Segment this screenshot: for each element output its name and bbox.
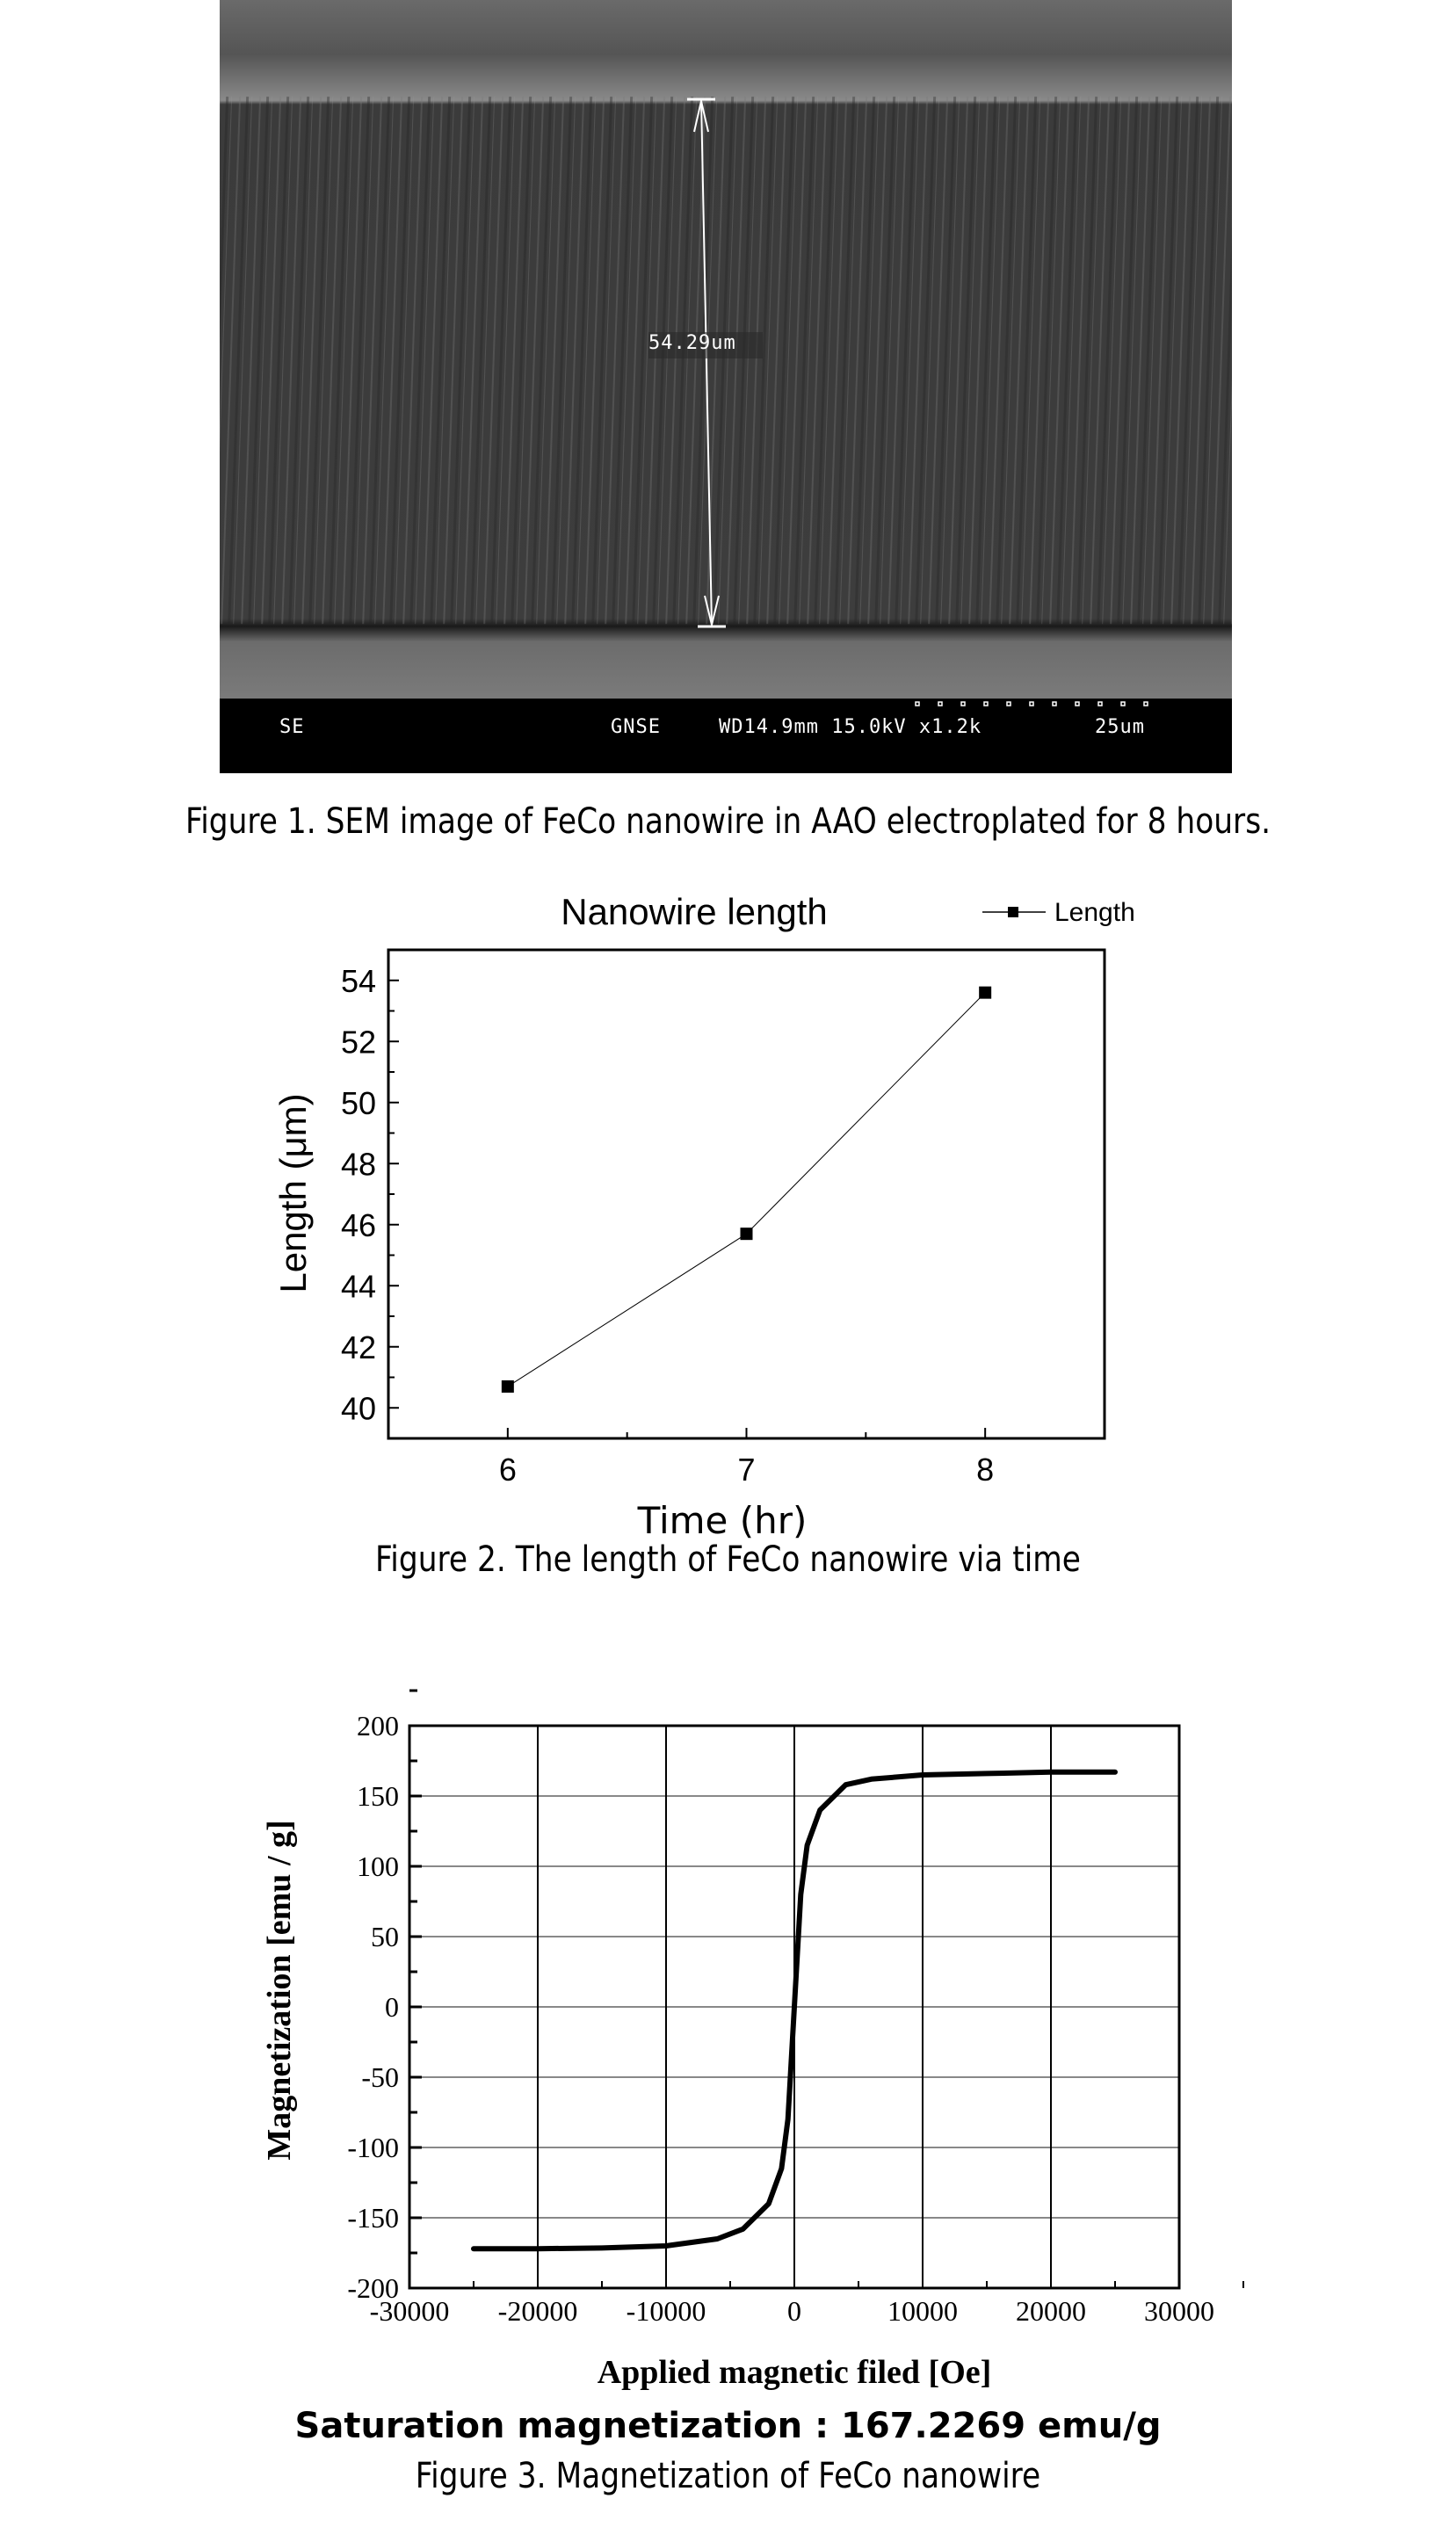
x-tick-label: -20000 [498,2295,578,2327]
x-tick-label: 20000 [1016,2295,1086,2327]
sem-scale-dots [915,701,1148,706]
figure2-caption: Figure 2. The length of FeCo nanowire vi… [375,1539,1081,1580]
y-tick-label: -50 [361,2061,399,2093]
y-tick-label: -150 [347,2202,399,2234]
x-axis-label: Applied magnetic filed [Oe] [598,2354,992,2391]
x-axis-label: Time (hr) [637,1499,808,1542]
x-tick-label: -30000 [370,2295,450,2327]
x-tick-label: 30000 [1144,2295,1214,2327]
y-tick-label: 200 [357,1710,399,1742]
y-tick-label: 44 [341,1268,376,1304]
data-marker [979,986,992,999]
legend-marker [1008,907,1018,917]
figure2-chart: Nanowire length 40 42 44 46 48 50 52 54 6 7 8 Length… [272,891,1135,1542]
saturation-annotation: Saturation magnetization : 167.2269 emu/… [294,2406,1162,2446]
sem-info-bar: SE GNSE WD14.9mm 15.0kV x1.2k 25um [220,699,1232,773]
chart-title: Nanowire length [561,891,828,932]
y-tick-label: 48 [341,1146,376,1182]
sem-measure-label: 54.29um [648,332,736,354]
sem-scale-label: 25um [1095,716,1145,738]
y-tick-label: 50 [341,1085,376,1121]
x-tick-label: 7 [737,1452,755,1488]
figure3-caption: Figure 3. Magnetization of FeCo nanowire [415,2456,1041,2496]
sem-image: 54.29um SE GNSE WD14.9mm 15.0kV x1.2k 25… [220,0,1232,773]
sem-params: WD14.9mm 15.0kV x1.2k [719,716,982,738]
x-tick-label: 10000 [887,2295,958,2327]
sem-institution: GNSE [611,716,661,738]
y-tick-label: 52 [341,1024,376,1060]
plot-frame [408,1724,1181,2290]
y-tick-label: 42 [341,1329,376,1365]
y-tick-label: -100 [347,2132,399,2163]
sem-texture [220,0,1232,773]
y-tick-label: -200 [347,2272,399,2304]
x-tick-label: -10000 [627,2295,706,2327]
y-tick-label: 150 [357,1780,399,1812]
data-marker [740,1228,753,1241]
x-tick-label: 6 [499,1452,517,1488]
legend-label: Length [1054,898,1135,927]
x-tick-label: 0 [787,2295,801,2327]
figure1-caption: Figure 1. SEM image of FeCo nanowire in … [185,801,1271,842]
y-axis-label: Magnetization [emu / g] [261,1820,298,2160]
y-tick-label: 0 [385,1991,399,2023]
y-tick-label: 40 [341,1390,376,1426]
data-marker [501,1380,514,1393]
x-tick-label: 8 [976,1452,994,1488]
y-tick-label: 50 [371,1921,399,1952]
y-axis-label: Length (μm) [272,1093,314,1293]
y-tick-label: 46 [341,1207,376,1243]
hysteresis-curve [471,1769,1118,2252]
sem-detector: SE [279,716,305,738]
y-tick-label: 100 [357,1850,399,1882]
y-tick-label: 54 [341,963,376,999]
